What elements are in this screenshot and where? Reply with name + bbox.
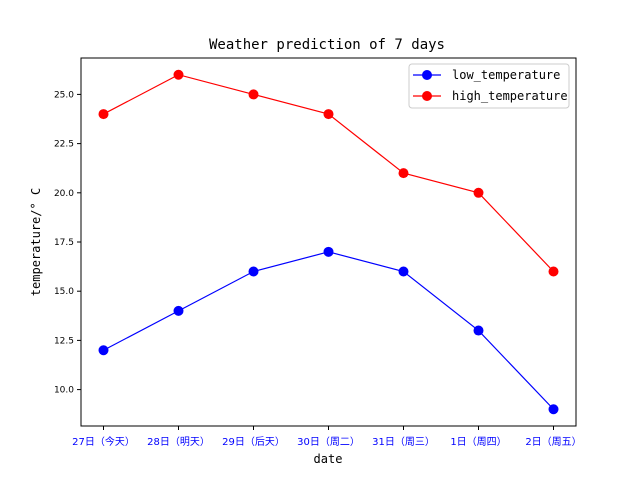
data-point [473, 325, 484, 336]
series-high-temperature [98, 69, 559, 277]
legend-marker [422, 91, 432, 101]
data-point [98, 345, 109, 356]
x-tick-label: 27日（今天） [72, 435, 135, 448]
legend-entry: low_temperature [413, 68, 560, 82]
x-tick-label: 2日（周五） [525, 436, 581, 448]
y-tick-label: 12.5 [54, 336, 74, 346]
series-low-temperature [98, 246, 559, 415]
y-tick-label: 17.5 [54, 238, 74, 248]
series-line [103, 251, 554, 410]
legend-label: high_temperature [452, 89, 568, 103]
data-point [548, 404, 559, 415]
x-tick-label: 31日（周三） [372, 436, 435, 448]
data-point [173, 69, 184, 80]
x-axis: 27日（今天） 28日（明天） 29日（后天） 30日（周二） 31日（周三） 1日（周四… [72, 426, 582, 448]
x-tick-label: 30日（周二） [297, 436, 360, 448]
x-tick-label: 1日（周四） [450, 436, 506, 448]
legend-box [408, 63, 570, 109]
y-axis-label: temperature/° C [29, 188, 43, 296]
data-point [173, 305, 184, 316]
x-axis-label: date [314, 452, 343, 466]
chart-title: Weather prediction of 7 days [209, 37, 445, 53]
data-point [98, 109, 109, 120]
y-tick-label: 22.5 [54, 140, 74, 150]
x-tick-label: 29日（后天） [222, 436, 285, 448]
y-tick-label: 15.0 [54, 287, 74, 297]
y-tick-label: 10.0 [54, 386, 74, 396]
data-point [398, 266, 409, 277]
data-point [548, 266, 559, 277]
legend-entry: high_temperature [413, 89, 568, 103]
y-tick-label: 20.0 [54, 189, 74, 199]
legend: low_temperature high_temperature [408, 63, 570, 109]
data-point [398, 168, 409, 179]
data-point [323, 109, 334, 120]
legend-marker [422, 70, 432, 80]
series-layer [98, 69, 559, 415]
data-point [248, 266, 259, 277]
legend-label: low_temperature [452, 68, 560, 82]
y-tick-label: 25.0 [54, 90, 74, 100]
data-point [473, 187, 484, 198]
x-tick-label: 28日（明天） [147, 436, 210, 448]
data-point [323, 246, 334, 257]
data-point [248, 89, 259, 100]
y-axis: 10.0 12.5 15.0 17.5 20.0 22.5 25.0 [54, 90, 81, 396]
